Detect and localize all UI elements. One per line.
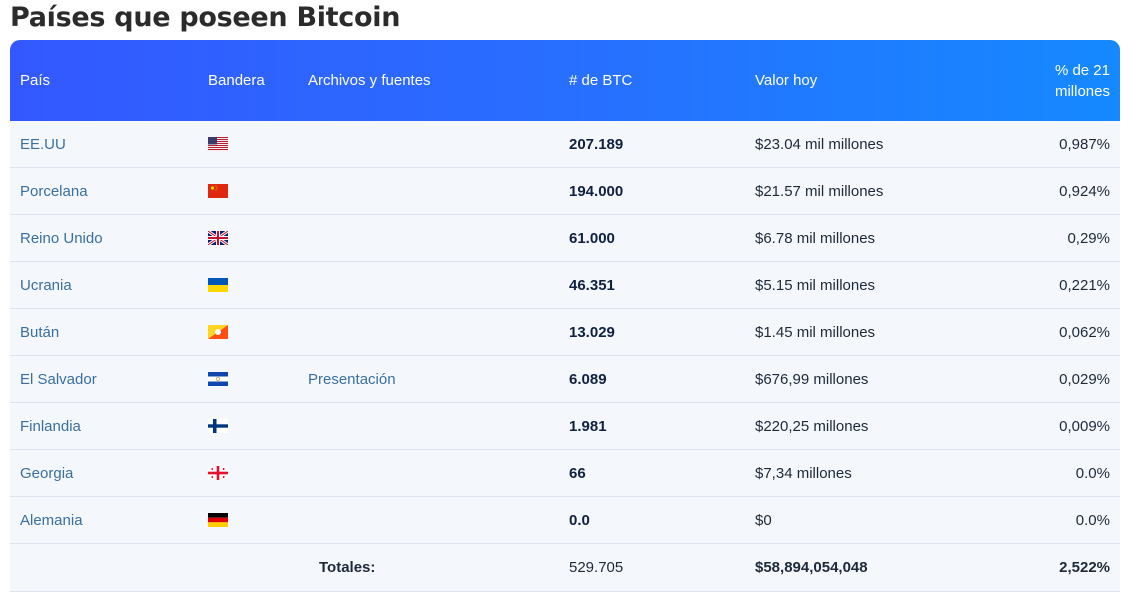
table-header: País Bandera Archivos y fuentes # de BTC… <box>10 40 1120 121</box>
pct-of-21m: 0,062% <box>1059 323 1110 341</box>
us-flag-icon <box>208 121 228 167</box>
pct-of-21m: 0,029% <box>1059 370 1110 388</box>
value-today: $1.45 mil millones <box>755 323 876 341</box>
header-sources[interactable]: Archivos y fuentes <box>308 72 431 89</box>
table-row: Finlandia 1.981 $220,25 millones 0,009% <box>10 403 1120 450</box>
table-row: El Salvador Presentación 6.089 $676,99 mill… <box>10 356 1120 403</box>
china-flag-icon <box>208 168 228 214</box>
btc-amount: 1.981 <box>569 417 607 435</box>
value-today: $23.04 mil millones <box>755 135 884 153</box>
bitcoin-countries-table: País Bandera Archivos y fuentes # de BTC… <box>10 40 1120 592</box>
btc-amount: 13.029 <box>569 323 615 341</box>
table-row: Ucrania 46.351 $5.15 mil millones 0,221% <box>10 262 1120 309</box>
country-link[interactable]: Bután <box>20 323 60 341</box>
table-row: EE.UU 207.189 $23.04 mil millones 0,987% <box>10 121 1120 168</box>
totals-pct: 2,522% <box>1059 559 1110 576</box>
value-today: $5.15 mil millones <box>755 276 876 294</box>
totals-value: $58,894,054,048 <box>755 559 868 576</box>
header-flag[interactable]: Bandera <box>208 72 265 89</box>
value-today: $6.78 mil millones <box>755 229 876 247</box>
finland-flag-icon <box>208 403 228 449</box>
btc-amount: 61.000 <box>569 229 615 247</box>
country-link[interactable]: Reino Unido <box>20 229 103 247</box>
btc-amount: 207.189 <box>569 135 624 153</box>
pct-of-21m: 0,987% <box>1059 135 1110 153</box>
country-link[interactable]: Porcelana <box>20 182 88 200</box>
value-today: $0 <box>755 511 772 529</box>
georgia-flag-icon <box>208 450 228 496</box>
country-link[interactable]: EE.UU <box>20 135 66 153</box>
country-link[interactable]: Georgia <box>20 464 74 482</box>
pct-of-21m: 0,221% <box>1059 276 1110 294</box>
table-body: EE.UU 207.189 $23.04 mil millones 0,987% Por… <box>10 121 1120 544</box>
country-link[interactable]: El Salvador <box>20 370 97 388</box>
source-link[interactable]: Presentación <box>308 370 396 388</box>
pct-of-21m: 0,29% <box>1067 229 1110 247</box>
pct-of-21m: 0,924% <box>1059 182 1110 200</box>
value-today: $676,99 millones <box>755 370 869 388</box>
header-value[interactable]: Valor hoy <box>755 72 818 89</box>
header-btc[interactable]: # de BTC <box>569 72 633 89</box>
value-today: $220,25 millones <box>755 417 869 435</box>
country-link[interactable]: Ucrania <box>20 276 72 294</box>
totals-label: Totales: <box>319 559 376 576</box>
germany-flag-icon <box>208 497 228 543</box>
header-country[interactable]: País <box>20 72 51 89</box>
table-row: Reino Unido 61.000 $6.78 mil millones 0,29% <box>10 215 1120 262</box>
country-link[interactable]: Finlandia <box>20 417 81 435</box>
pct-of-21m: 0.0% <box>1075 464 1110 482</box>
value-today: $21.57 mil millones <box>755 182 884 200</box>
table-row: Bután 13.029 $1.45 mil millones 0,062% <box>10 309 1120 356</box>
el-salvador-flag-icon <box>208 356 228 402</box>
country-link[interactable]: Alemania <box>20 511 83 529</box>
table-row: Georgia 66 $7,34 millones 0.0% <box>10 450 1120 497</box>
btc-amount: 46.351 <box>569 276 615 294</box>
table-row: Porcelana 194.000 $21.57 mil millones 0,924… <box>10 168 1120 215</box>
ukraine-flag-icon <box>208 262 228 308</box>
btc-amount: 66 <box>569 464 586 482</box>
totals-row: Totales: 529.705 $58,894,054,048 2,522% <box>10 544 1120 592</box>
uk-flag-icon <box>208 215 228 261</box>
page-title: Países que poseen Bitcoin <box>10 2 401 33</box>
header-pct-line1: % de 21 <box>1054 61 1110 79</box>
value-today: $7,34 millones <box>755 464 852 482</box>
header-pct-line2: millones <box>1054 82 1110 100</box>
bhutan-flag-icon <box>208 309 228 355</box>
pct-of-21m: 0,009% <box>1059 417 1110 435</box>
btc-amount: 194.000 <box>569 182 624 200</box>
btc-amount: 0.0 <box>569 511 590 529</box>
btc-amount: 6.089 <box>569 370 607 388</box>
totals-btc: 529.705 <box>569 559 624 576</box>
pct-of-21m: 0.0% <box>1075 511 1110 529</box>
table-row: Alemania 0.0 $0 0.0% <box>10 497 1120 544</box>
header-pct[interactable]: % de 21 millones <box>1055 40 1110 121</box>
